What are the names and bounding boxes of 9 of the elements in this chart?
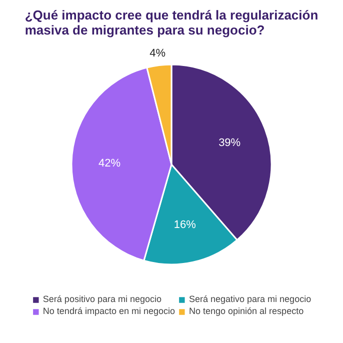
data-label: 39%	[218, 136, 241, 149]
legend-label: No tengo opinión al respecto	[189, 306, 304, 316]
data-label: 16%	[174, 219, 196, 232]
chart-title: ¿Qué impacto cree que tendrá la regularización masiva de migrantes para su negocio?	[24, 8, 318, 38]
legend-label: Será positivo para mi negocio	[42, 294, 162, 304]
legend-label: Será negativo para mi negocio	[189, 294, 312, 304]
data-label: 4%	[150, 47, 166, 60]
data-label: 42%	[98, 158, 121, 170]
legend-label: No tendrá impacto en mi negocio	[42, 306, 175, 316]
